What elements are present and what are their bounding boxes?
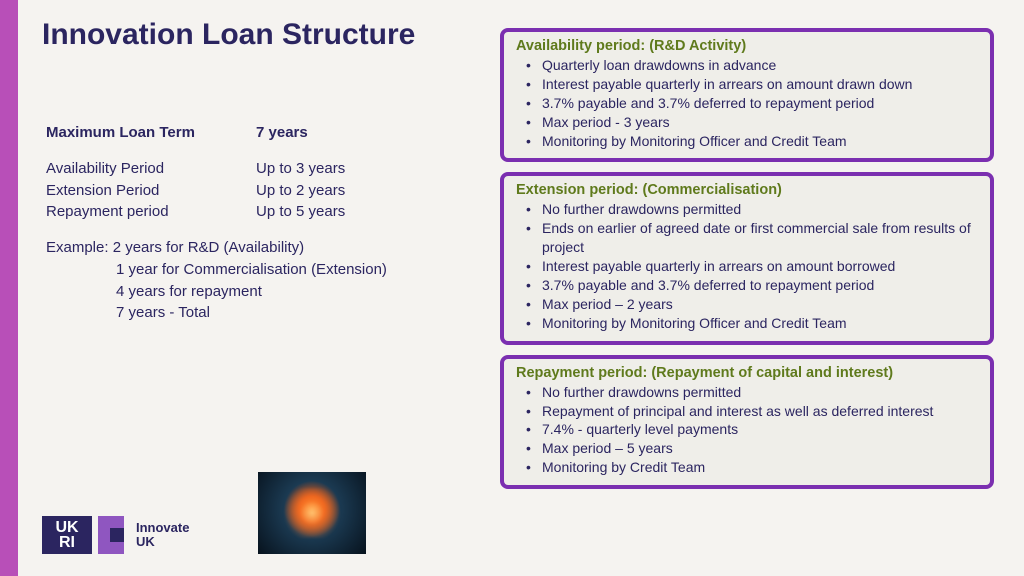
terms-table: Maximum Loan Term7 yearsAvailability Per… bbox=[46, 122, 466, 223]
card-title: Extension period: (Commercialisation) bbox=[516, 182, 980, 198]
innovate-badge-shape bbox=[98, 516, 124, 554]
card-list-item: Repayment of principal and interest as w… bbox=[516, 402, 980, 421]
term-label: Availability Period bbox=[46, 158, 256, 180]
card-list-item: No further drawdowns permitted bbox=[516, 200, 980, 219]
loan-terms-block: Maximum Loan Term7 yearsAvailability Per… bbox=[46, 122, 466, 324]
term-row: Maximum Loan Term7 years bbox=[46, 122, 466, 144]
term-label: Repayment period bbox=[46, 201, 256, 223]
logo-text-line1: Innovate bbox=[136, 521, 189, 535]
card-title: Availability period: (R&D Activity) bbox=[516, 38, 980, 54]
logo-text: Innovate UK bbox=[136, 521, 189, 550]
card-list-item: No further drawdowns permitted bbox=[516, 383, 980, 402]
card-list-item: Monitoring by Monitoring Officer and Cre… bbox=[516, 132, 980, 151]
card-list: No further drawdowns permittedEnds on ea… bbox=[516, 200, 980, 332]
page-title: Innovation Loan Structure bbox=[42, 18, 415, 52]
card-list: No further drawdowns permittedRepayment … bbox=[516, 383, 980, 477]
term-value: Up to 3 years bbox=[256, 158, 345, 180]
card-title: Repayment period: (Repayment of capital … bbox=[516, 365, 980, 381]
card-list: Quarterly loan drawdowns in advanceInter… bbox=[516, 56, 980, 150]
period-card: Repayment period: (Repayment of capital … bbox=[500, 355, 994, 489]
logo-block: UKRI Innovate UK bbox=[42, 516, 189, 554]
card-list-item: 3.7% payable and 3.7% deferred to repaym… bbox=[516, 94, 980, 113]
example-line: 4 years for repayment bbox=[116, 281, 466, 303]
term-value: Up to 5 years bbox=[256, 201, 345, 223]
term-value: Up to 2 years bbox=[256, 180, 345, 202]
card-list-item: Quarterly loan drawdowns in advance bbox=[516, 56, 980, 75]
example-lead: Example: 2 years for R&D (Availability) bbox=[46, 237, 466, 259]
example-line: 1 year for Commercialisation (Extension) bbox=[116, 259, 466, 281]
term-row: Availability PeriodUp to 3 years bbox=[46, 158, 466, 180]
card-list-item: Monitoring by Monitoring Officer and Cre… bbox=[516, 314, 980, 333]
term-row: Extension PeriodUp to 2 years bbox=[46, 180, 466, 202]
term-row: Repayment periodUp to 5 years bbox=[46, 201, 466, 223]
period-card: Extension period: (Commercialisation) No … bbox=[500, 172, 994, 344]
ukri-badge: UKRI bbox=[42, 516, 92, 554]
term-label: Extension Period bbox=[46, 180, 256, 202]
logo-text-line2: UK bbox=[136, 535, 189, 549]
card-list-item: Interest payable quarterly in arrears on… bbox=[516, 75, 980, 94]
card-list-item: Max period – 5 years bbox=[516, 439, 980, 458]
term-value: 7 years bbox=[256, 122, 308, 144]
card-list-item: Max period – 2 years bbox=[516, 295, 980, 314]
card-list-item: Ends on earlier of agreed date or first … bbox=[516, 219, 980, 257]
example-line: 7 years - Total bbox=[116, 302, 466, 324]
side-stripe bbox=[0, 0, 18, 576]
card-list-item: Monitoring by Credit Team bbox=[516, 458, 980, 477]
card-list-item: Max period - 3 years bbox=[516, 113, 980, 132]
card-list-item: 7.4% - quarterly level payments bbox=[516, 420, 980, 439]
period-card: Availability period: (R&D Activity) Quart… bbox=[500, 28, 994, 162]
period-cards: Availability period: (R&D Activity) Quart… bbox=[500, 28, 994, 489]
card-list-item: Interest payable quarterly in arrears on… bbox=[516, 257, 980, 276]
card-list-item: 3.7% payable and 3.7% deferred to repaym… bbox=[516, 276, 980, 295]
example-lines: 1 year for Commercialisation (Extension)… bbox=[46, 259, 466, 324]
term-label: Maximum Loan Term bbox=[46, 122, 256, 144]
lightbulb-image bbox=[258, 472, 366, 554]
